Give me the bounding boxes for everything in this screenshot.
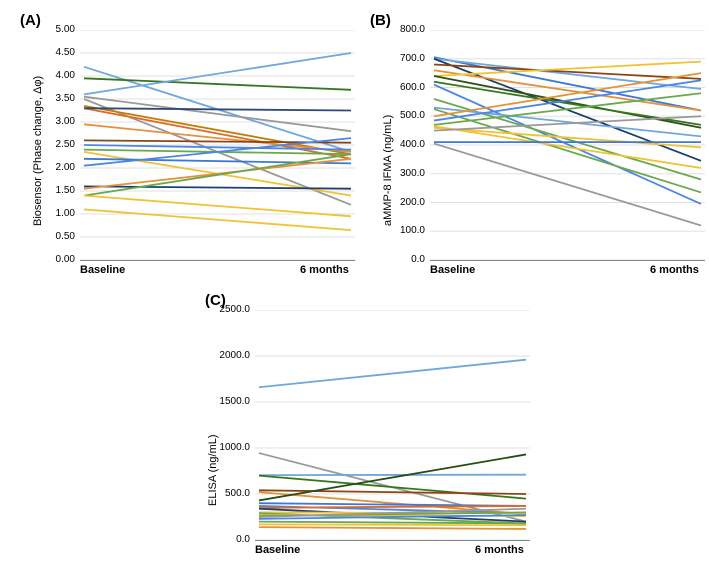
series-line (84, 159, 351, 189)
y-tick: 1.00 (35, 208, 75, 219)
series-line (434, 80, 701, 120)
x-tick-baseline: Baseline (430, 264, 475, 276)
x-tick-baseline: Baseline (255, 544, 300, 556)
plot-area (255, 310, 530, 541)
y-tick: 1.50 (35, 185, 75, 196)
y-tick: 700.0 (385, 53, 425, 64)
series-line (434, 116, 701, 130)
y-tick: 100.0 (385, 225, 425, 236)
series-line (259, 360, 526, 388)
y-tick: 0.00 (35, 254, 75, 265)
y-tick: 4.00 (35, 70, 75, 81)
x-tick-6-months: 6 months (300, 264, 349, 276)
series-line (259, 524, 526, 525)
series-line (434, 144, 701, 226)
y-tick: 0.50 (35, 231, 75, 242)
y-tick: 5.00 (35, 24, 75, 35)
y-tick: 0.0 (210, 534, 250, 545)
series-line (259, 527, 526, 529)
y-tick: 300.0 (385, 168, 425, 179)
x-tick-baseline: Baseline (80, 264, 125, 276)
y-tick: 2000.0 (210, 350, 250, 361)
y-tick: 4.50 (35, 47, 75, 58)
series-line (84, 108, 351, 110)
y-tick: 400.0 (385, 139, 425, 150)
figure: (A)Biosensor (Phase change, Δφ)0.000.501… (10, 10, 709, 564)
x-tick-6-months: 6 months (475, 544, 524, 556)
y-tick: 1500.0 (210, 396, 250, 407)
y-tick: 500.0 (385, 110, 425, 121)
y-tick: 3.50 (35, 93, 75, 104)
plot-area (80, 30, 355, 261)
y-tick: 1000.0 (210, 442, 250, 453)
y-tick: 2.50 (35, 139, 75, 150)
y-tick: 2500.0 (210, 304, 250, 315)
series-line (84, 186, 351, 188)
y-tick: 0.0 (385, 254, 425, 265)
y-tick: 200.0 (385, 197, 425, 208)
x-tick-6-months: 6 months (650, 264, 699, 276)
y-tick: 800.0 (385, 24, 425, 35)
y-tick: 500.0 (210, 488, 250, 499)
y-tick: 3.00 (35, 116, 75, 127)
y-tick: 2.00 (35, 162, 75, 173)
y-tick: 600.0 (385, 82, 425, 93)
plot-area (430, 30, 705, 261)
